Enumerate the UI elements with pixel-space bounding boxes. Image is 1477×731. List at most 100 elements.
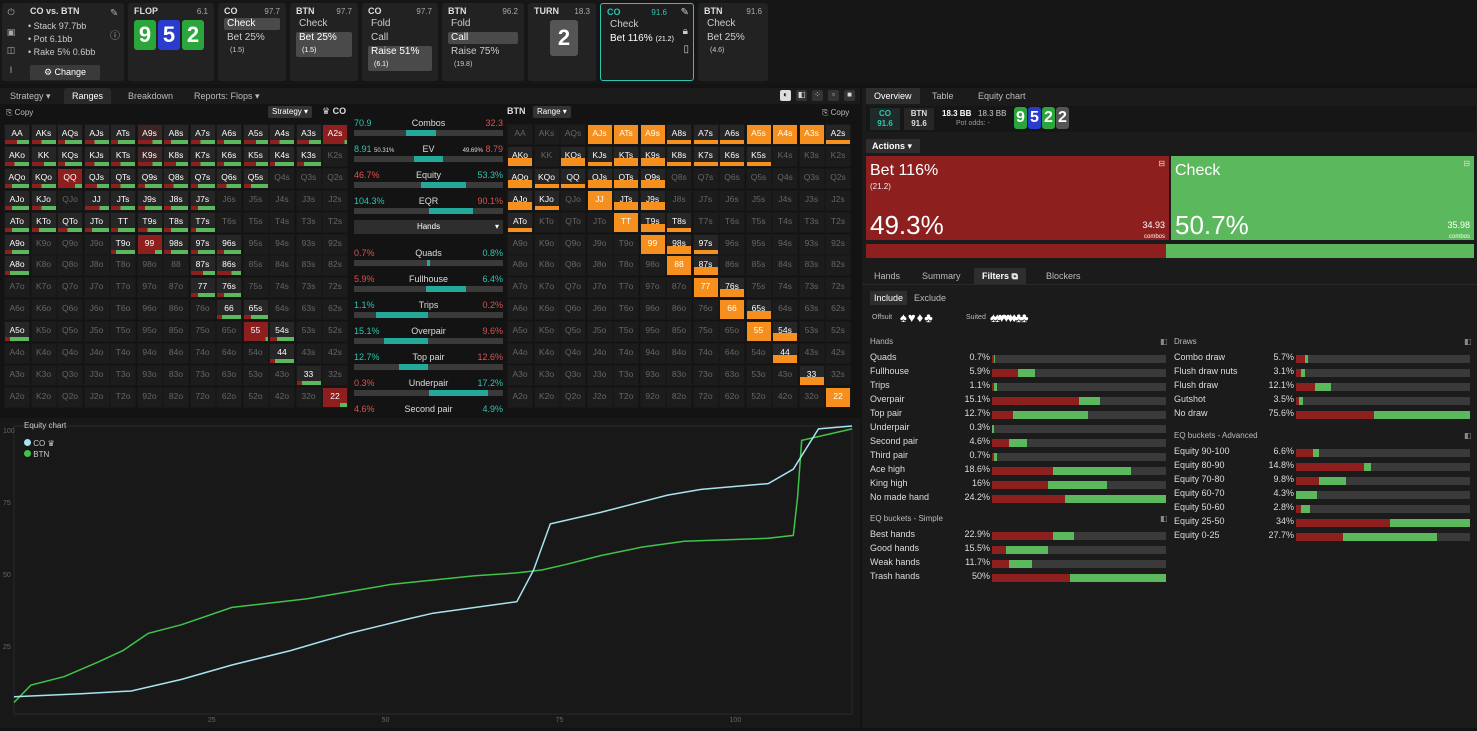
hand-cell[interactable]: QTs xyxy=(613,167,639,189)
hand-cell[interactable]: 65o xyxy=(216,321,242,343)
hand-cell[interactable]: A3o xyxy=(4,364,30,386)
filter-row[interactable]: Top pair 12.7% xyxy=(870,408,990,418)
change-button[interactable]: ⚙ Change xyxy=(30,65,100,80)
hand-cell[interactable]: 42s xyxy=(322,343,348,364)
hand-cell[interactable]: A7s xyxy=(692,124,719,145)
hand-cell[interactable]: Q3s xyxy=(295,167,322,189)
hand-cell[interactable]: K5o xyxy=(30,321,57,343)
filter-row[interactable]: Equity 80-90 14.8% xyxy=(1174,460,1294,470)
hand-cell[interactable]: 95s xyxy=(242,233,269,255)
hand-cell[interactable]: K3s xyxy=(295,145,322,167)
hand-cell[interactable]: 33 xyxy=(295,364,322,386)
hand-cell[interactable]: T3s xyxy=(295,211,322,233)
hand-cell[interactable]: 72o xyxy=(692,386,719,408)
hand-cell[interactable]: QJs xyxy=(586,167,613,189)
hand-cell[interactable]: 22 xyxy=(825,386,851,408)
hand-cell[interactable]: Q3s xyxy=(798,167,825,189)
hand-cell[interactable]: K6o xyxy=(30,299,57,321)
include-toggle[interactable]: Include xyxy=(870,291,908,305)
hand-cell[interactable]: 73o xyxy=(692,364,719,386)
hand-cell[interactable]: J2o xyxy=(83,386,110,408)
hand-cell[interactable]: J4s xyxy=(772,189,798,211)
hand-cell[interactable]: T7o xyxy=(613,277,639,299)
hand-cell[interactable]: T4o xyxy=(613,343,639,364)
node-action[interactable]: Bet 116% (21.2) xyxy=(610,33,674,44)
filter-row[interactable]: Third pair 0.7% xyxy=(870,450,990,460)
hand-cell[interactable]: K2o xyxy=(30,386,57,408)
hand-cell[interactable]: 93s xyxy=(798,233,825,255)
hand-cell[interactable]: J7o xyxy=(586,277,613,299)
hand-cell[interactable]: 42o xyxy=(772,386,798,408)
hand-cell[interactable]: A7o xyxy=(4,277,30,299)
hand-cell[interactable]: A8s xyxy=(666,124,692,145)
hand-cell[interactable]: T5s xyxy=(745,211,772,233)
hand-cell[interactable]: 63o xyxy=(216,364,242,386)
hand-cell[interactable]: 65o xyxy=(719,321,745,343)
hand-cell[interactable]: J5s xyxy=(745,189,772,211)
hand-cell[interactable]: T9s xyxy=(639,211,666,233)
hand-cell[interactable]: 33 xyxy=(798,364,825,386)
hand-cell[interactable]: KJs xyxy=(586,145,613,167)
hand-cell[interactable]: J9o xyxy=(586,233,613,255)
hand-cell[interactable]: 54o xyxy=(745,343,772,364)
hand-cell[interactable]: T6o xyxy=(613,299,639,321)
hand-cell[interactable]: Q2s xyxy=(322,167,348,189)
info-icon[interactable]: ⓘ xyxy=(110,31,120,42)
hand-cell[interactable]: K7o xyxy=(533,277,560,299)
collapse-icon[interactable]: ◧ xyxy=(1464,337,1472,346)
hand-cell[interactable]: JJ xyxy=(586,189,613,211)
hand-cell[interactable]: KTo xyxy=(533,211,560,233)
hand-cell[interactable]: 54s xyxy=(772,321,798,343)
hand-cell[interactable]: 87o xyxy=(666,277,692,299)
hand-cell[interactable]: T8o xyxy=(613,255,639,277)
hand-cell[interactable]: TT xyxy=(613,211,639,233)
gamepad-icon[interactable]: ◫ xyxy=(6,45,16,55)
hand-cell[interactable]: 76o xyxy=(692,299,719,321)
filter-row[interactable]: Second pair 4.6% xyxy=(870,436,990,446)
hand-cell[interactable]: 97o xyxy=(136,277,163,299)
hand-cell[interactable]: KK xyxy=(533,145,560,167)
power-icon[interactable]: ⏻ xyxy=(7,7,15,17)
action-node[interactable]: BTN 97.7 Check Bet 25%(1.5) xyxy=(290,3,358,81)
hand-cell[interactable]: Q6s xyxy=(719,167,745,189)
hand-cell[interactable]: K2o xyxy=(533,386,560,408)
hand-cell[interactable]: T7s xyxy=(189,211,216,233)
hand-cell[interactable]: K8o xyxy=(533,255,560,277)
action-node[interactable]: CO 91.6 Check Bet 116% (21.2) ✎ 🔒︎ ▯ xyxy=(600,3,694,81)
hand-cell[interactable]: A2o xyxy=(4,386,30,408)
hand-cell[interactable]: AJs xyxy=(586,124,613,145)
hand-cell[interactable]: T5o xyxy=(613,321,639,343)
filter-row[interactable]: Best hands 22.9% xyxy=(870,529,990,539)
hand-cell[interactable]: A2s xyxy=(322,124,348,145)
hand-cell[interactable]: A6o xyxy=(507,299,533,321)
save-icon[interactable]: ▣ xyxy=(6,27,16,37)
hand-cell[interactable]: T7s xyxy=(692,211,719,233)
hand-cell[interactable]: J5s xyxy=(242,189,269,211)
node-action[interactable]: Check xyxy=(224,18,280,30)
tab-blockers[interactable]: Blockers xyxy=(1046,271,1081,281)
hand-cell[interactable]: J8s xyxy=(666,189,692,211)
hand-cell[interactable]: Q4s xyxy=(772,167,798,189)
hand-cell[interactable]: Q2s xyxy=(825,167,851,189)
hand-cell[interactable]: AQo xyxy=(507,167,533,189)
tab-filters[interactable]: Filters ⧉ xyxy=(974,268,1026,284)
hand-cell[interactable]: 83o xyxy=(163,364,189,386)
tab-summary[interactable]: Summary xyxy=(922,271,961,281)
action-node[interactable]: FLOP 6.1 9 5 2 xyxy=(128,3,214,81)
hand-cell[interactable]: Q8o xyxy=(57,255,83,277)
hand-cell[interactable]: J5o xyxy=(83,321,110,343)
hand-cell[interactable]: K8o xyxy=(30,255,57,277)
node-action[interactable]: Bet 25%(4.6) xyxy=(707,32,745,54)
filter-row[interactable]: Overpair 15.1% xyxy=(870,394,990,404)
hand-cell[interactable]: J5o xyxy=(586,321,613,343)
hand-cell[interactable]: 72o xyxy=(189,386,216,408)
hand-cell[interactable]: T9s xyxy=(136,211,163,233)
hand-cell[interactable]: 94s xyxy=(772,233,798,255)
hand-cell[interactable]: 74o xyxy=(189,343,216,364)
hand-cell[interactable]: T9o xyxy=(613,233,639,255)
hand-cell[interactable]: A6s xyxy=(719,124,745,145)
hand-cell[interactable]: K5o xyxy=(533,321,560,343)
hand-cell[interactable]: 96o xyxy=(136,299,163,321)
hand-cell[interactable]: 86o xyxy=(666,299,692,321)
hand-cell[interactable]: J3o xyxy=(586,364,613,386)
